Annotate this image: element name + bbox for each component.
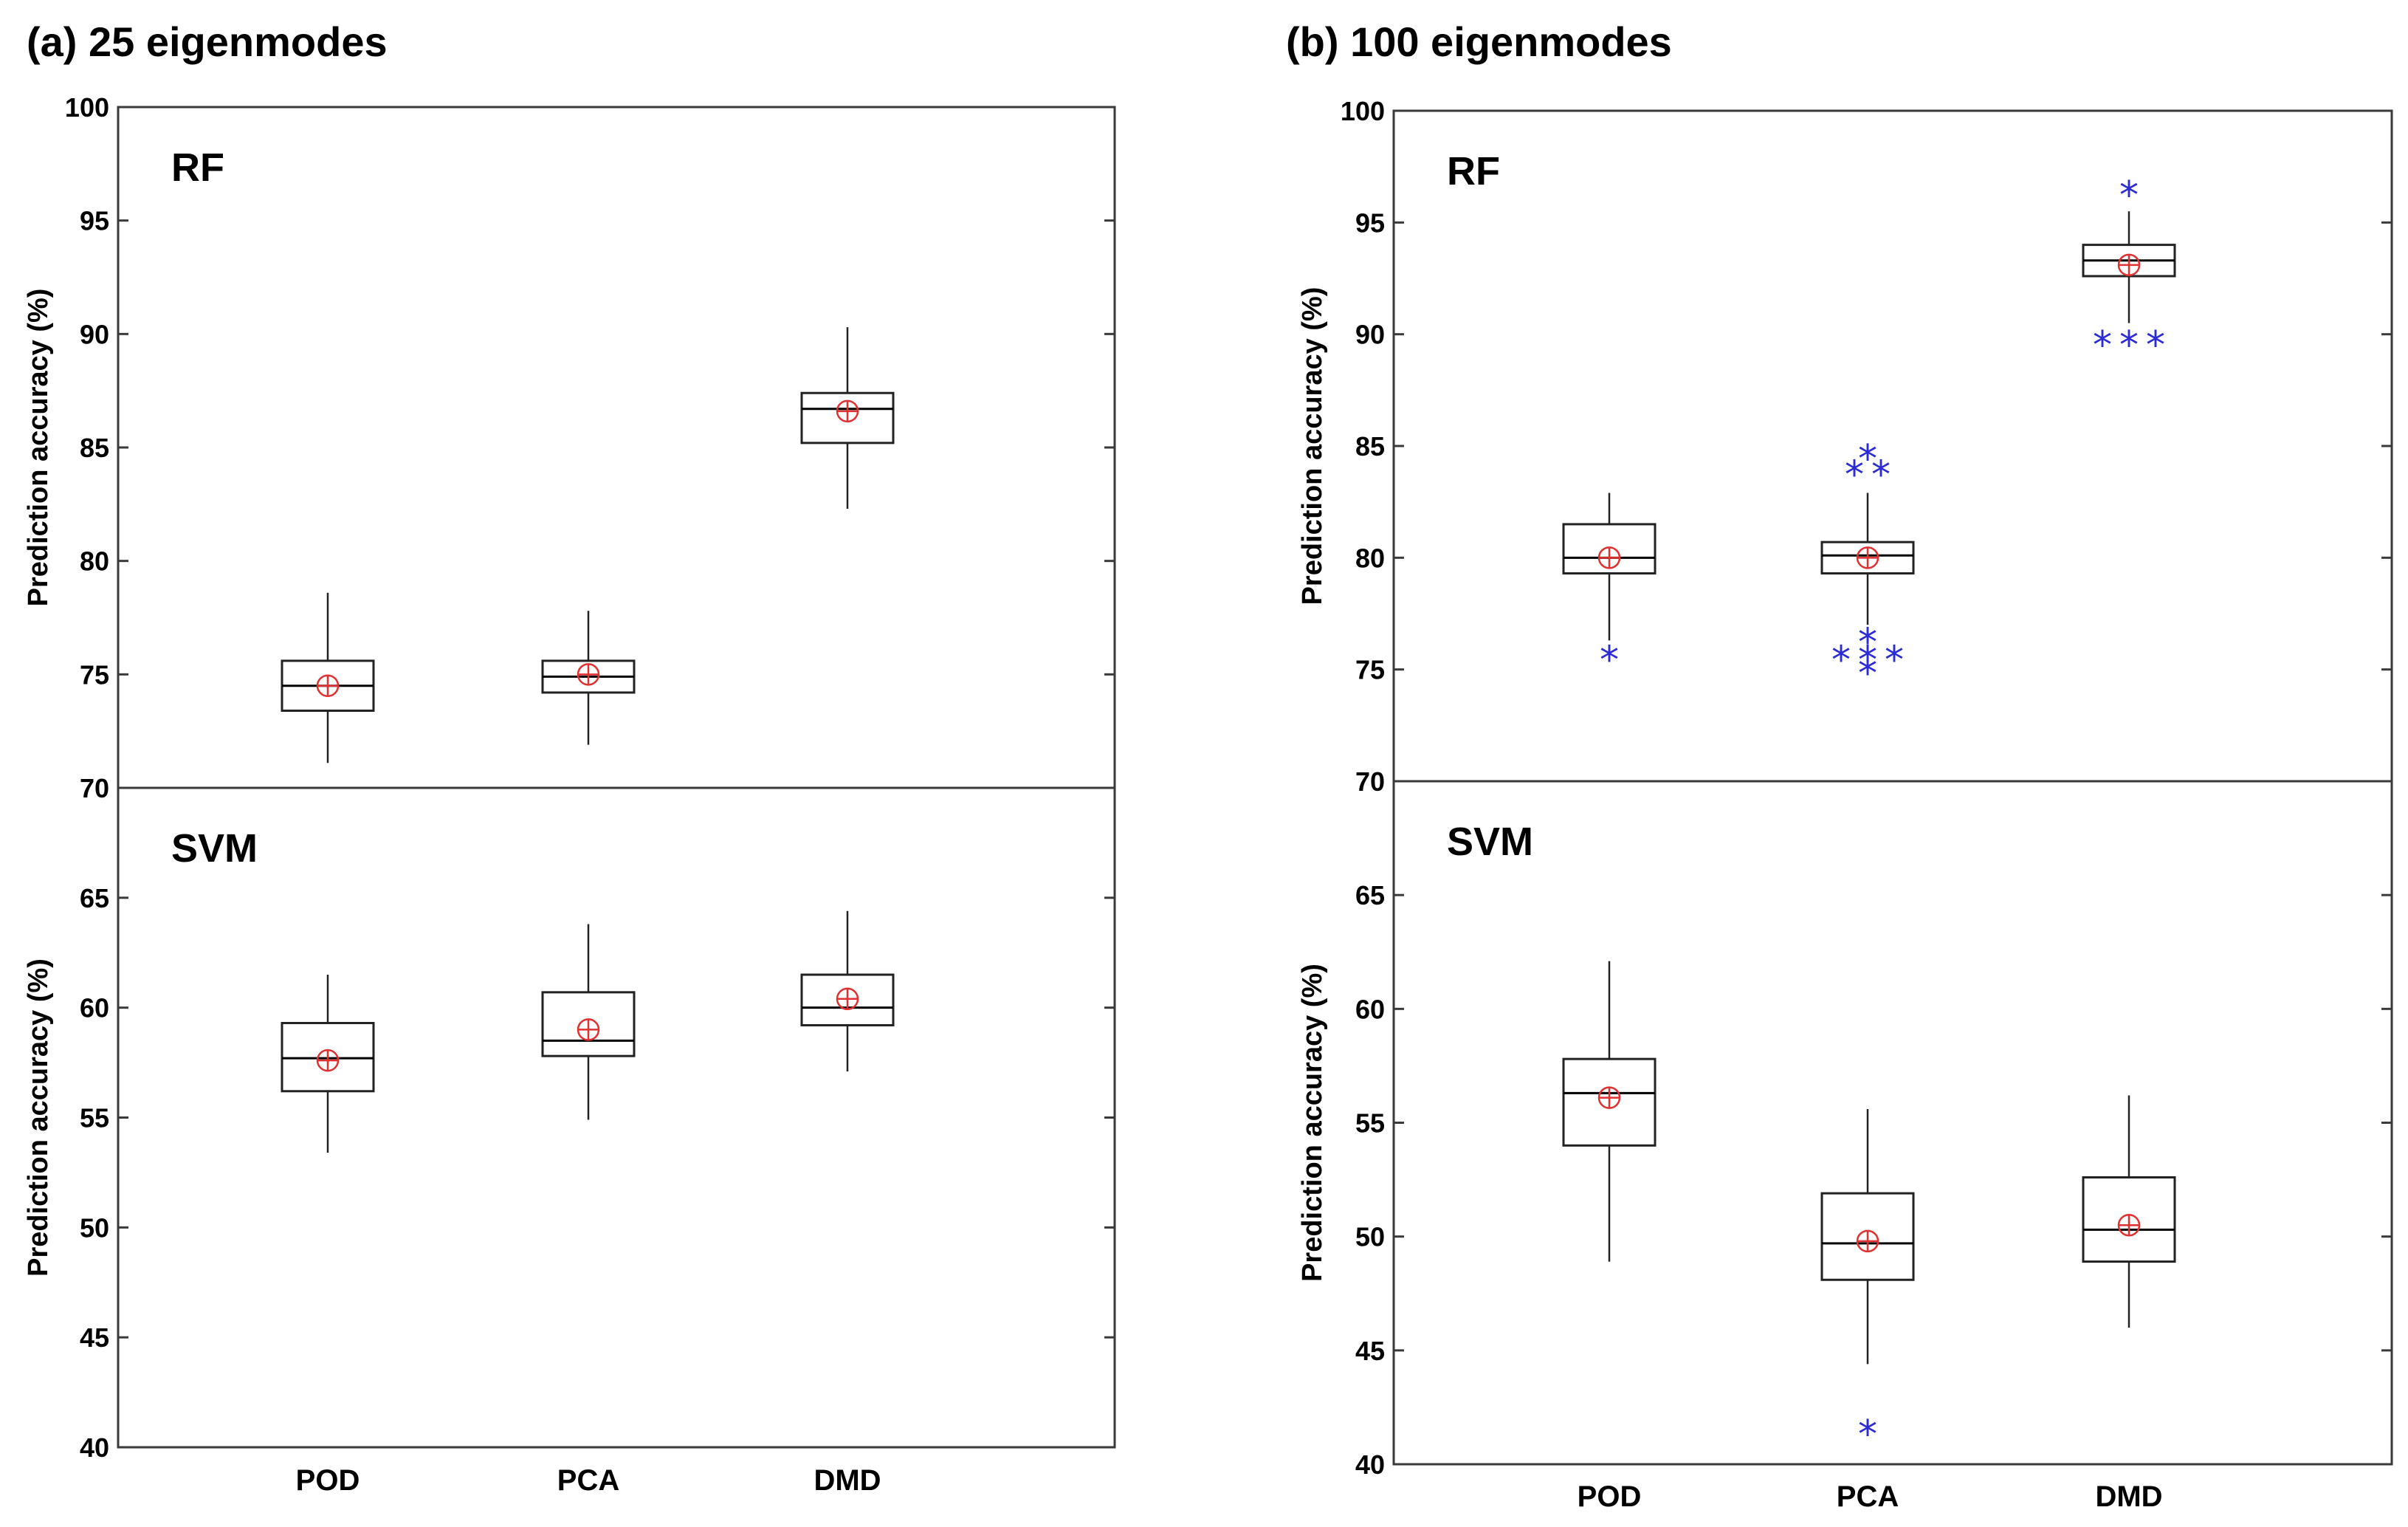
y-tick-label: 90 [1355, 320, 1385, 350]
outlier-marker: * [1885, 639, 1904, 683]
outlier-marker: * [1831, 639, 1851, 683]
x-category-label: DMD [2095, 1480, 2162, 1513]
outlier-marker: * [1845, 453, 1864, 497]
box-iqr [800, 973, 895, 1026]
mean-marker [1856, 546, 1879, 569]
subplot-svm-a: 40 45 50 55 60 65 Prediction accuracy (%) SVM PO… [23, 786, 1116, 1497]
y-tick-label: 45 [1355, 1336, 1385, 1366]
y-tick-label: 60 [1355, 994, 1385, 1024]
mean-marker [2117, 1214, 2141, 1237]
y-tick-label: 65 [80, 883, 109, 913]
mean-marker [2117, 253, 2141, 277]
box-pod: * [1562, 493, 1657, 683]
y-tick-label: 50 [1355, 1222, 1385, 1252]
outlier-marker: * [1858, 437, 1877, 481]
y-tick-label: 75 [1355, 655, 1385, 685]
x-category-label: PCA [557, 1464, 619, 1497]
outlier-marker: * [2119, 323, 2139, 368]
x-category-label: POD [296, 1464, 360, 1497]
y-tick-label: 100 [65, 92, 109, 123]
subplot-label: RF [171, 145, 224, 190]
subplot-rf-b: 70 75 80 85 90 95 100 Prediction accuracy (%) RF… [1297, 96, 2393, 797]
outlier-marker: * [2146, 323, 2165, 368]
mean-marker [836, 399, 859, 423]
mean-marker [836, 987, 859, 1011]
subplot-rf-a: 70 75 80 85 90 95 100 Prediction accuracy (%) RF [23, 92, 1116, 803]
subplot-svm-b: 40 45 50 55 60 65 Prediction accuracy (%) SVM * P… [1297, 780, 2393, 1513]
box-pca: ** *** * ** [1820, 437, 1915, 696]
y-tick-label: 45 [80, 1322, 109, 1353]
outlier-marker: * [2093, 323, 2112, 368]
box-dmd [2082, 1095, 2176, 1328]
y-tick-label: 40 [1355, 1449, 1385, 1480]
y-tick-label: 95 [80, 206, 109, 236]
mean-marker [577, 1018, 600, 1041]
outlier-marker: * [1600, 639, 1619, 683]
y-tick-label: 70 [80, 773, 109, 803]
y-tick-label: 95 [1355, 207, 1385, 238]
x-category-label: POD [1578, 1480, 1642, 1513]
plot-frame [117, 106, 1116, 789]
mean-marker [316, 674, 340, 697]
box-iqr [541, 991, 636, 1057]
outlier-marker: * [1858, 1413, 1877, 1457]
y-tick-label: 40 [80, 1432, 109, 1463]
box-dmd [800, 910, 895, 1071]
plot-frame [117, 786, 1116, 1449]
y-tick-label: 55 [80, 1103, 109, 1133]
y-tick-label: 55 [1355, 1108, 1385, 1139]
y-axis-label: Prediction accuracy (%) [23, 958, 54, 1277]
plot-frame [1392, 780, 2393, 1466]
y-axis-label: Prediction accuracy (%) [23, 289, 54, 607]
y-tick-label: 85 [80, 433, 109, 463]
mean-marker [1856, 1229, 1879, 1253]
y-tick-label: 50 [80, 1212, 109, 1243]
outlier-marker: * [1858, 639, 1877, 683]
y-tick-label: 85 [1355, 431, 1385, 461]
y-axis-label: Prediction accuracy (%) [1297, 964, 1328, 1282]
subplot-label: RF [1447, 149, 1500, 193]
y-axis-label: Prediction accuracy (%) [1297, 287, 1328, 605]
mean-marker [577, 663, 600, 686]
y-tick-label: 60 [80, 993, 109, 1023]
mean-marker [316, 1049, 340, 1072]
mean-marker [1597, 546, 1621, 569]
panel-title: (b) 100 eigenmodes [1286, 18, 1672, 65]
y-tick-label: 80 [1355, 543, 1385, 573]
y-tick-label: 75 [80, 659, 109, 690]
box-dmd: ** * * [2082, 174, 2176, 368]
outlier-marker: * [2119, 174, 2139, 218]
x-category-label: PCA [1837, 1480, 1899, 1513]
box-iqr [1562, 523, 1657, 575]
box-pod [281, 592, 375, 764]
box-iqr [1562, 1057, 1657, 1147]
box-pod [281, 975, 375, 1153]
y-tick-label: 80 [80, 546, 109, 577]
outlier-marker: * [1858, 620, 1877, 665]
y-tick-label: 90 [80, 319, 109, 349]
box-dmd [800, 327, 895, 509]
box-iqr [2082, 1176, 2176, 1263]
outlier-marker: * [1871, 453, 1891, 497]
subplot-label: SVM [171, 826, 258, 871]
box-pca: * [1820, 1109, 1915, 1457]
y-tick-label: 100 [1341, 96, 1385, 126]
box-pod [1562, 961, 1657, 1262]
y-tick-label: 65 [1355, 880, 1385, 910]
y-tick-label: 70 [1355, 766, 1385, 797]
box-pca [541, 924, 636, 1120]
box-iqr [800, 391, 895, 445]
panel-title: (a) 25 eigenmodes [27, 18, 388, 65]
box-pca [541, 611, 636, 745]
box-iqr [1820, 1192, 1915, 1281]
outlier-marker: * [1858, 652, 1877, 696]
x-category-label: DMD [813, 1464, 881, 1497]
box-iqr [1820, 541, 1915, 575]
subplot-label: SVM [1447, 820, 1533, 864]
mean-marker [1597, 1086, 1621, 1109]
